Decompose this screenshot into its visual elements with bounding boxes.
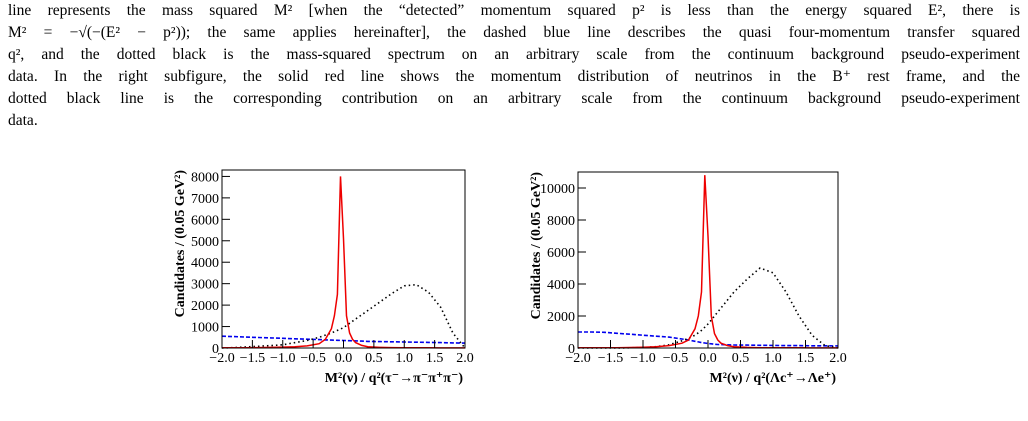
text-line: M² = −√(−(E² − p²)); the same applies he… [8, 24, 1020, 41]
x-tick-label: −1.0 [270, 351, 295, 366]
data-line [578, 267, 839, 349]
data-line [221, 283, 466, 349]
x-tick-label: 0.5 [732, 351, 750, 366]
x-tick-label: −0.5 [300, 351, 325, 366]
y-axis-label: Candidates / (0.05 GeV²) [173, 170, 188, 318]
y-tick-label: 4000 [191, 256, 219, 271]
x-tick-label: 2.0 [456, 351, 474, 366]
text-line: data. [8, 112, 38, 129]
y-axis-label: Candidates / (0.05 GeV²) [529, 172, 544, 320]
x-tick-label: −2.0 [565, 351, 590, 366]
data-line [578, 331, 839, 347]
x-tick-label: −2.0 [209, 351, 234, 366]
x-tick-label: 2.0 [829, 351, 847, 366]
paragraph: line represents the mass squared M² [whe… [8, 0, 1020, 132]
x-tick-label: 0.0 [335, 351, 353, 366]
x-tick-label: 1.5 [797, 351, 815, 366]
x-tick-label: 1.5 [426, 351, 444, 366]
x-tick-label: 1.0 [396, 351, 414, 366]
y-tick-label: 8000 [547, 214, 575, 229]
y-tick-label: 6000 [191, 213, 219, 228]
x-tick-label: −1.5 [240, 351, 265, 366]
x-tick-label: 0.0 [699, 351, 717, 366]
text-line: dotted black line is the corresponding c… [8, 90, 1020, 107]
plot-frame [221, 169, 466, 349]
x-axis-label: M²(ν) / q²(τ⁻→π⁻π⁺π⁻) [325, 371, 464, 386]
x-tick-label: 1.0 [764, 351, 782, 366]
x-tick-label: −1.0 [630, 351, 655, 366]
y-tick-label: 0 [212, 342, 219, 357]
y-tick-label: 6000 [547, 246, 575, 261]
data-line [578, 175, 838, 349]
text-line: data. In the right subfigure, the solid … [8, 68, 1020, 85]
text-line: q², and the dotted black is the mass-squ… [8, 46, 1020, 63]
x-tick-label: 0.5 [365, 351, 383, 366]
data-line [222, 176, 465, 349]
y-tick-label: 10000 [540, 182, 575, 197]
x-axis-label: M²(ν) / q²(Λc⁺→Λe⁺) [710, 371, 837, 386]
y-tick-label: 2000 [547, 310, 575, 325]
y-tick-label: 0 [568, 342, 575, 357]
x-tick-label: −1.5 [598, 351, 623, 366]
y-tick-label: 7000 [191, 192, 219, 207]
x-tick-label: −0.5 [663, 351, 688, 366]
y-tick-label: 4000 [547, 278, 575, 293]
plot-frame [577, 171, 839, 349]
y-tick-label: 2000 [191, 299, 219, 314]
y-tick-label: 5000 [191, 235, 219, 250]
y-tick-label: 3000 [191, 278, 219, 293]
text-line: line represents the mass squared M² [whe… [8, 2, 1020, 19]
y-tick-label: 1000 [191, 321, 219, 336]
y-tick-label: 8000 [191, 170, 219, 185]
